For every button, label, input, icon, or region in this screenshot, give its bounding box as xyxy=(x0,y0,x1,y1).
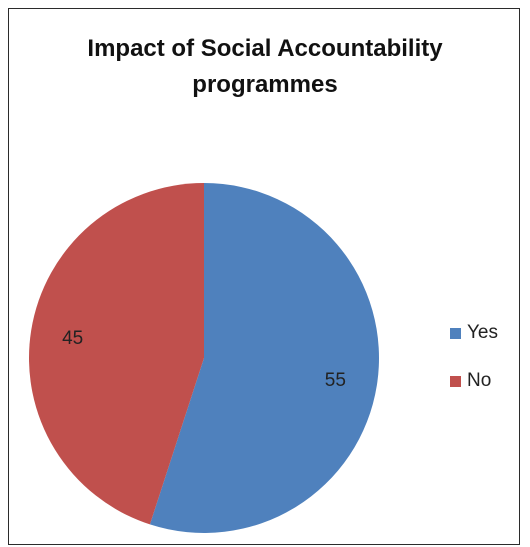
chart-frame: Impact of Social Accountability programm… xyxy=(8,8,520,545)
legend-label-no: No xyxy=(467,370,492,391)
chart-title-line-1: Impact of Social Accountability xyxy=(87,35,443,62)
chart-title-line-2: programmes xyxy=(192,71,338,98)
pie-chart: 55 45 xyxy=(29,183,380,533)
pie-label-no: 45 xyxy=(62,328,83,349)
pie-slice-yes xyxy=(149,183,380,533)
legend-swatch-no xyxy=(450,375,461,387)
legend-swatch-yes xyxy=(450,327,461,339)
legend-label-yes: Yes xyxy=(467,322,498,343)
legend-item-no: No xyxy=(450,369,498,393)
legend-item-yes: Yes xyxy=(450,321,498,345)
chart-title: Impact of Social Accountability programm… xyxy=(9,31,521,103)
chart-legend: Yes No xyxy=(450,321,498,417)
pie-slice-no xyxy=(29,183,204,525)
pie-label-yes: 55 xyxy=(325,370,346,391)
